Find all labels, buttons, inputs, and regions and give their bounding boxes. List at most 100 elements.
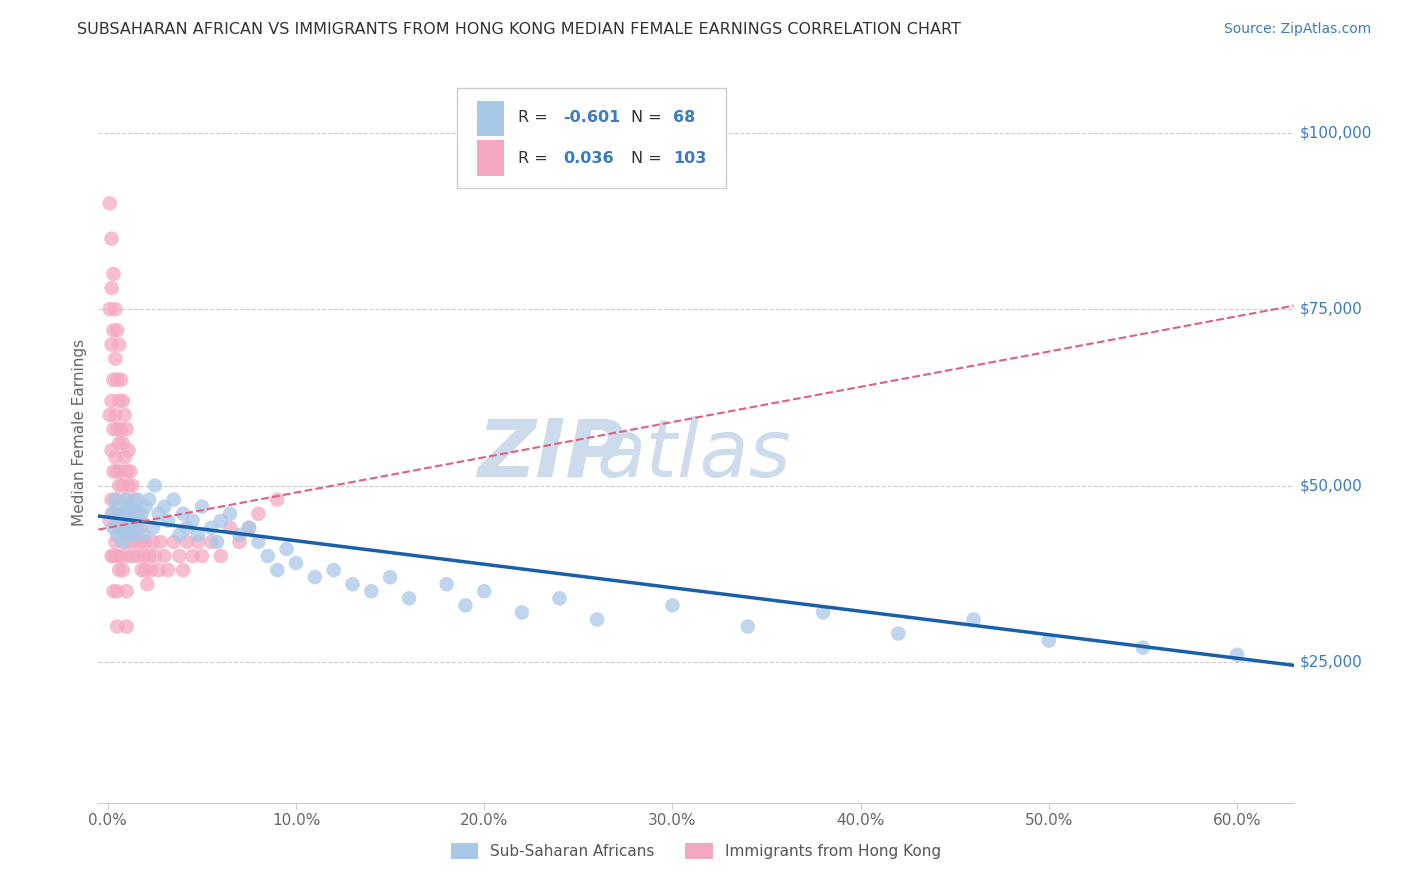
Point	[100, 337, 122, 351]
Text: Source: ZipAtlas.com: Source: ZipAtlas.com	[1223, 22, 1371, 37]
Point	[115, 584, 138, 599]
Point	[115, 492, 138, 507]
Point	[100, 281, 122, 295]
Point	[105, 549, 128, 563]
Point	[110, 549, 132, 563]
Point	[219, 521, 242, 535]
Point	[120, 507, 142, 521]
Point	[114, 535, 136, 549]
Text: 0.036: 0.036	[564, 151, 614, 166]
Point	[100, 443, 122, 458]
Point	[104, 492, 127, 507]
Point	[103, 464, 125, 478]
Point	[436, 577, 458, 591]
Point	[122, 528, 145, 542]
Point	[98, 514, 121, 528]
Point	[181, 549, 204, 563]
Point	[285, 556, 308, 570]
Point	[110, 507, 132, 521]
Point	[108, 478, 131, 492]
Point	[128, 514, 150, 528]
Point	[104, 351, 127, 366]
Point	[105, 323, 128, 337]
Point	[103, 521, 125, 535]
Point	[108, 337, 131, 351]
Point	[111, 535, 134, 549]
Point	[121, 549, 143, 563]
Point	[148, 563, 170, 577]
Point	[1038, 633, 1060, 648]
Text: atlas: atlas	[596, 416, 792, 494]
Point	[108, 563, 131, 577]
Point	[110, 521, 132, 535]
Point	[219, 507, 242, 521]
Point	[105, 464, 128, 478]
Point	[103, 549, 125, 563]
Point	[115, 422, 138, 436]
Point	[200, 535, 222, 549]
Point	[117, 500, 139, 514]
Point	[153, 549, 176, 563]
Point	[108, 521, 131, 535]
Point	[134, 500, 156, 514]
Point	[114, 450, 136, 465]
Point	[105, 584, 128, 599]
Point	[169, 549, 191, 563]
Text: N =: N =	[631, 111, 668, 126]
Bar	[477, 101, 503, 136]
Point	[962, 612, 984, 626]
Point	[115, 464, 138, 478]
Point	[238, 521, 260, 535]
Text: 103: 103	[673, 151, 707, 166]
Point	[1226, 648, 1249, 662]
Point	[191, 549, 214, 563]
Point	[737, 619, 759, 633]
Point	[115, 507, 138, 521]
Point	[117, 443, 139, 458]
Point	[142, 521, 165, 535]
Point	[187, 528, 209, 542]
Point	[104, 302, 127, 317]
Text: N =: N =	[631, 151, 668, 166]
Point	[157, 563, 180, 577]
Point	[103, 422, 125, 436]
Text: $75,000: $75,000	[1299, 301, 1362, 317]
Point	[100, 549, 122, 563]
Point	[228, 535, 250, 549]
Point	[108, 514, 131, 528]
Point	[120, 500, 142, 514]
Point	[111, 507, 134, 521]
Point	[110, 373, 132, 387]
Point	[121, 514, 143, 528]
Point	[103, 323, 125, 337]
Text: R =: R =	[517, 151, 553, 166]
Bar	[477, 140, 503, 176]
Point	[256, 549, 278, 563]
Point	[114, 514, 136, 528]
Point	[127, 514, 149, 528]
Point	[153, 500, 176, 514]
Point	[360, 584, 382, 599]
Point	[378, 570, 401, 584]
Text: $25,000: $25,000	[1299, 654, 1362, 669]
Point	[134, 563, 156, 577]
Point	[548, 591, 571, 606]
Point	[111, 521, 134, 535]
Point	[98, 196, 121, 211]
Point	[139, 563, 162, 577]
Point	[120, 464, 142, 478]
Point	[111, 563, 134, 577]
Text: $50,000: $50,000	[1299, 478, 1362, 493]
Point	[143, 549, 166, 563]
Point	[131, 535, 153, 549]
Point	[172, 563, 194, 577]
Point	[136, 577, 159, 591]
Point	[121, 478, 143, 492]
Point	[138, 492, 160, 507]
FancyBboxPatch shape	[457, 88, 725, 188]
Point	[661, 599, 683, 613]
Point	[131, 507, 153, 521]
Point	[247, 535, 270, 549]
Point	[103, 267, 125, 281]
Point	[110, 422, 132, 436]
